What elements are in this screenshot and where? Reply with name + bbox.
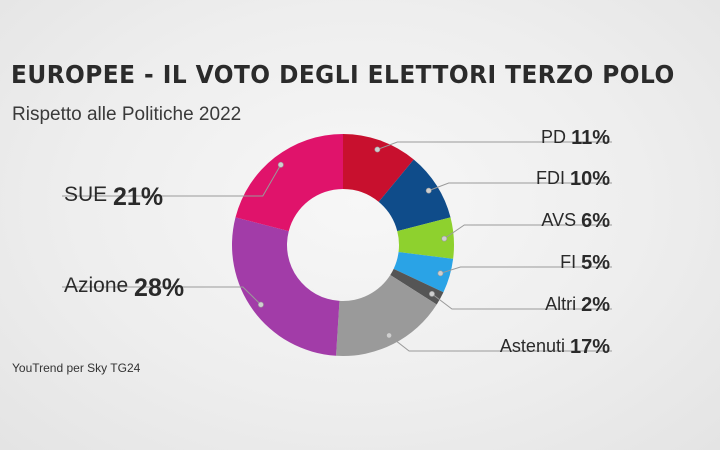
- slice-azione: [232, 217, 340, 356]
- leader-line-fi: [440, 266, 612, 274]
- label-value-astenuti: 17%: [570, 336, 610, 358]
- slice-label-fdi: FDI 10%: [536, 168, 610, 190]
- leader-line-sue: [62, 164, 282, 197]
- slice-astenuti: [336, 275, 437, 356]
- slice-sue: [235, 134, 343, 232]
- leader-dot-fi: [437, 270, 444, 277]
- slice-label-pd: PD 11%: [541, 127, 610, 149]
- slice-label-sue: SUE 21%: [64, 183, 163, 211]
- label-name-azione: Azione: [64, 274, 134, 297]
- label-value-sue: 21%: [113, 183, 163, 211]
- leader-dot-pd: [374, 146, 381, 153]
- chart-subtitle: Rispetto alle Politiche 2022: [12, 104, 242, 125]
- source-credit: YouTrend per Sky TG24: [12, 361, 141, 375]
- leader-dot-fdi: [425, 187, 432, 194]
- label-name-altri: Altri: [545, 294, 581, 314]
- slice-fi: [393, 252, 454, 293]
- label-name-avs: AVS: [541, 210, 581, 230]
- leader-line-altri: [431, 293, 612, 310]
- label-value-azione: 28%: [134, 274, 184, 302]
- label-name-pd: PD: [541, 127, 571, 147]
- leader-line-astenuti: [388, 335, 612, 352]
- slice-label-avs: AVS 6%: [541, 210, 610, 232]
- leader-lines: [62, 141, 612, 352]
- leader-dot-avs: [441, 235, 448, 242]
- slice-labels: PD 11%FDI 10%AVS 6%FI 5%Altri 2%Astenuti…: [64, 127, 610, 358]
- leader-line-pd: [377, 141, 612, 150]
- slice-label-astenuti: Astenuti 17%: [500, 336, 610, 358]
- label-value-avs: 6%: [581, 210, 610, 232]
- leader-dot-sue: [277, 161, 284, 168]
- slice-label-azione: Azione 28%: [64, 274, 184, 302]
- label-name-fi: FI: [560, 252, 581, 272]
- donut-slices: [232, 134, 454, 356]
- label-value-fi: 5%: [581, 252, 610, 274]
- label-value-altri: 2%: [581, 294, 610, 316]
- chart-title: EUROPEE - IL VOTO DEGLI ELETTORI TERZO P…: [11, 60, 675, 89]
- slice-label-fi: FI 5%: [560, 252, 610, 274]
- leader-dot-altri: [429, 290, 435, 297]
- slice-avs: [397, 217, 454, 259]
- label-value-pd: 11%: [571, 127, 610, 149]
- slice-fdi: [378, 159, 451, 232]
- leader-dot-azione: [257, 301, 264, 308]
- leader-line-avs: [444, 224, 612, 240]
- slice-pd: [343, 134, 414, 202]
- label-name-sue: SUE: [64, 183, 113, 206]
- leader-line-fdi: [428, 182, 612, 192]
- leader-dot-astenuti: [386, 332, 392, 339]
- leader-line-azione: [62, 286, 262, 306]
- label-value-fdi: 10%: [570, 168, 610, 190]
- label-name-astenuti: Astenuti: [500, 336, 570, 356]
- slice-label-altri: Altri 2%: [545, 294, 610, 316]
- label-name-fdi: FDI: [536, 168, 570, 188]
